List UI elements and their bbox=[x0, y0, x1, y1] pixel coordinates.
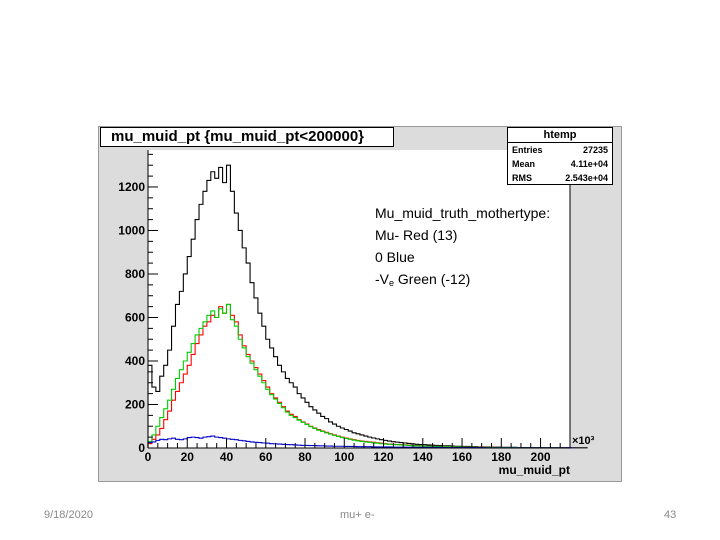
y-tick-label: 1200 bbox=[118, 180, 145, 194]
footer-center: mu+ e- bbox=[340, 509, 375, 521]
stats-box: htemp Entries 27235 Mean 4.11e+04 RMS 2.… bbox=[507, 127, 613, 185]
x-tick-label: 60 bbox=[259, 450, 273, 464]
page-number: 43 bbox=[664, 509, 677, 521]
x-tick-label: 20 bbox=[181, 450, 195, 464]
stats-row-mean: Mean 4.11e+04 bbox=[508, 157, 612, 171]
x-tick-label: 120 bbox=[374, 450, 394, 464]
x-tick-label: 0 bbox=[145, 450, 152, 464]
y-tick-label: 800 bbox=[125, 267, 145, 281]
stats-label: Entries bbox=[512, 145, 543, 155]
y-tick-label: 600 bbox=[125, 310, 145, 324]
annotation-suffix: Green (-12) bbox=[394, 271, 471, 287]
x-scale-label: ×10³ bbox=[572, 435, 595, 447]
y-tick-label: 200 bbox=[125, 397, 145, 411]
annotation-sub: e bbox=[389, 278, 395, 288]
stats-value: 27235 bbox=[582, 145, 608, 155]
plot-area bbox=[148, 150, 570, 448]
x-tick-label: 80 bbox=[298, 450, 312, 464]
x-tick-label: 200 bbox=[531, 450, 551, 464]
annotation-line: Mu_muid_truth_mothertype: bbox=[375, 205, 551, 221]
x-axis-title: mu_muid_pt bbox=[499, 463, 570, 477]
chart-title: mu_muid_pt {mu_muid_pt<200000} bbox=[100, 127, 394, 147]
x-tick-label: 40 bbox=[220, 450, 234, 464]
stats-row-entries: Entries 27235 bbox=[508, 143, 612, 157]
y-tick-label: 1000 bbox=[118, 223, 145, 237]
y-tick-label: 400 bbox=[125, 354, 145, 368]
x-tick-label: 140 bbox=[413, 450, 433, 464]
x-tick-label: 180 bbox=[491, 450, 511, 464]
annotation-line: 0 Blue bbox=[375, 249, 415, 265]
legend-annotation: Mu_muid_truth_mothertype: Mu- Red (13) 0… bbox=[375, 202, 550, 294]
stats-value: 2.543e+04 bbox=[565, 173, 608, 183]
stats-value: 4.11e+04 bbox=[570, 159, 608, 169]
annotation-line: Mu- Red (13) bbox=[375, 227, 458, 243]
footer-date: 9/18/2020 bbox=[44, 509, 93, 521]
stats-label: Mean bbox=[512, 159, 536, 169]
stats-label: RMS bbox=[512, 173, 532, 183]
annotation-line: -Ve Green (-12) bbox=[375, 268, 550, 294]
histogram-series-2 bbox=[147, 303, 565, 449]
annotation-prefix: -V bbox=[375, 271, 389, 287]
x-tick-label: 100 bbox=[334, 450, 354, 464]
stats-row-rms: RMS 2.543e+04 bbox=[508, 171, 612, 185]
x-tick-label: 160 bbox=[452, 450, 472, 464]
y-tick-label: 0 bbox=[138, 441, 145, 455]
stats-title: htemp bbox=[508, 128, 612, 143]
